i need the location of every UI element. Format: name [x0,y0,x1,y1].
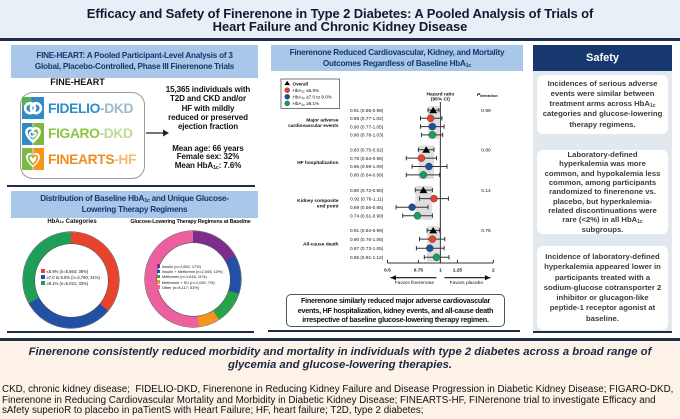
svg-text:0.90 (0.78-1.03): 0.90 (0.78-1.03) [350,133,384,138]
svg-text:0.88 (0.77-1.02): 0.88 (0.77-1.02) [350,116,384,121]
svg-text:Hazard ratio: Hazard ratio [427,91,455,97]
svg-text:1: 1 [439,268,442,274]
svg-text:0.74 (0.61-0.90): 0.74 (0.61-0.90) [350,213,384,218]
svg-text:0.90 (0.77-1.05): 0.90 (0.77-1.05) [350,124,384,129]
svg-text:HbA1c ≥7.0 to 8.0%: HbA1c ≥7.0 to 8.0% [293,94,332,100]
svg-text:Pinteraction: Pinteraction [477,92,498,98]
svg-text:HbA1c ≥8.1%: HbA1c ≥8.1% [293,101,320,107]
svg-text:0.95 (0.81-1.12): 0.95 (0.81-1.12) [350,255,384,260]
svg-text:0.14: 0.14 [481,188,491,194]
svg-text:0.91 (0.84-0.99): 0.91 (0.84-0.99) [350,228,384,233]
svg-text:(95% CI): (95% CI) [431,97,450,103]
svg-text:0.80 (0.72-0.90): 0.80 (0.72-0.90) [350,188,384,193]
svg-text:1.25: 1.25 [453,268,463,274]
svg-text:0.86 (0.69-1.09): 0.86 (0.69-1.09) [350,164,384,169]
svg-text:Favors placebo: Favors placebo [450,280,484,286]
svg-text:0.99: 0.99 [481,108,491,114]
svg-text:0.83 (0.75-0.92): 0.83 (0.75-0.92) [350,147,384,152]
svg-text:0.76: 0.76 [481,228,491,234]
svg-text:end point: end point [317,204,339,210]
svg-text:HF hospitalization: HF hospitalization [297,160,338,166]
svg-text:0.5: 0.5 [384,268,391,274]
svg-text:0.80: 0.80 [481,147,491,153]
svg-text:0.78 (0.64-0.95): 0.78 (0.64-0.95) [350,156,384,161]
svg-text:Overall: Overall [293,82,309,87]
svg-text:Favors finerenone: Favors finerenone [395,280,435,286]
svg-text:Major adverse: Major adverse [306,118,339,124]
svg-text:HbA1c ≤6.9%: HbA1c ≤6.9% [293,88,320,94]
svg-text:0.90 (0.76-1.06): 0.90 (0.76-1.06) [350,237,384,242]
svg-text:Kidney composite: Kidney composite [297,198,339,204]
svg-text:All-cause death: All-cause death [303,241,339,247]
svg-text:0.91 (0.85-0.98): 0.91 (0.85-0.98) [350,108,384,113]
svg-text:0.87 (0.73-1.05): 0.87 (0.73-1.05) [350,246,384,251]
svg-text:0.80 (0.64-0.99): 0.80 (0.64-0.99) [350,173,384,178]
svg-text:0.75: 0.75 [414,268,424,274]
svg-text:cardiovascular events: cardiovascular events [288,123,339,129]
svg-text:0.92 (0.76-1.11): 0.92 (0.76-1.11) [350,196,383,201]
svg-text:0.69 (0.56-0.85): 0.69 (0.56-0.85) [350,205,384,210]
svg-text:2: 2 [492,268,495,274]
